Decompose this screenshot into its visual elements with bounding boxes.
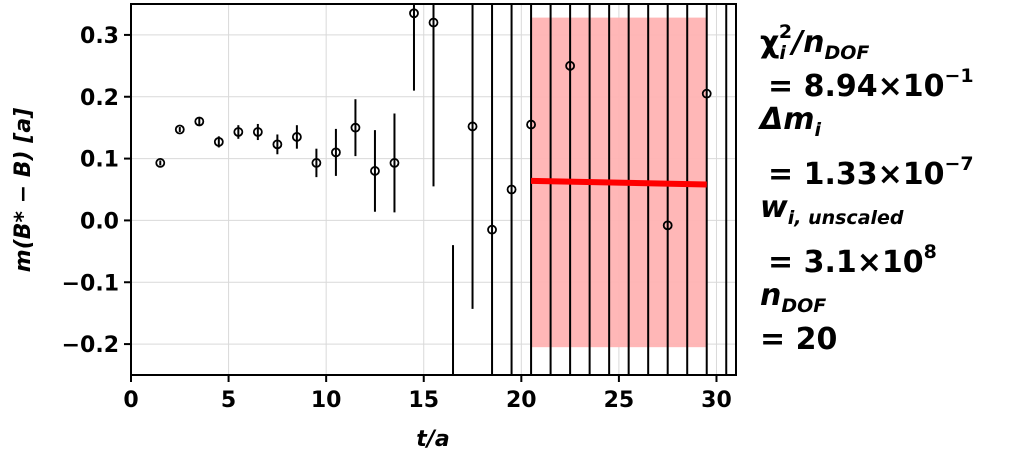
x-tick-label: 30	[701, 388, 732, 413]
data-point	[565, 60, 576, 71]
data-points	[155, 8, 712, 235]
data-point	[701, 88, 712, 99]
delta-m-label: Δmi	[760, 102, 821, 141]
data-point	[155, 158, 166, 168]
y-tick-label: −0.1	[62, 271, 119, 296]
delta-m-value: = 1.33×10−7	[768, 153, 974, 192]
fit-statistics-panel: χi2/nDOF = 8.94×10−1 Δmi = 1.33×10−7 wi,…	[760, 10, 1010, 362]
chi2-value: = 8.94×10−1	[768, 65, 974, 104]
data-point	[662, 220, 673, 231]
data-point	[252, 127, 263, 137]
data-point	[487, 224, 497, 235]
chart: 0 5 10 15 20 25 30 0.3 0.2 0.1 0.0 −0.1 −0.2 t/a m(B…	[11, 3, 737, 452]
weight-label: wi, unscaled	[760, 190, 904, 229]
plot-frame	[130, 3, 737, 376]
y-tick-label: −0.2	[62, 333, 119, 358]
ndof-label: nDOF	[760, 278, 827, 317]
data-point	[428, 17, 439, 28]
data-point	[174, 124, 185, 135]
data-point	[213, 136, 224, 147]
y-tick-label: 0.0	[80, 209, 119, 234]
data-point	[467, 121, 478, 132]
y-axis-label: m(B* − B) [a]	[11, 108, 36, 272]
data-point	[272, 139, 283, 150]
data-point	[233, 127, 244, 137]
fit-line	[531, 177, 707, 188]
axis-ticks: 0 5 10 15 20 25 30 0.3 0.2 0.1 0.0 −0.1 −0.2	[62, 24, 732, 413]
data-point	[409, 8, 419, 19]
ndof-value: = 20	[760, 322, 838, 357]
data-point	[370, 166, 380, 176]
y-tick-label: 0.2	[80, 86, 119, 111]
data-point	[506, 184, 517, 195]
data-point	[331, 147, 341, 158]
error-bars	[159, 4, 728, 375]
chi2-label: χi2/nDOF	[760, 21, 870, 64]
x-tick-label: 20	[506, 388, 537, 413]
x-tick-label: 0	[123, 388, 138, 413]
x-tick-label: 25	[604, 388, 635, 413]
data-point	[194, 116, 205, 127]
y-tick-label: 0.1	[80, 148, 119, 173]
x-tick-label: 5	[221, 388, 236, 413]
data-point	[350, 122, 361, 133]
data-point	[311, 158, 322, 168]
x-tick-label: 10	[311, 388, 342, 413]
data-point	[389, 158, 400, 168]
x-axis-label: t/a	[416, 427, 449, 452]
x-tick-label: 15	[408, 388, 439, 413]
fit-line-layer	[531, 177, 707, 188]
weight-value: = 3.1×108	[768, 241, 937, 280]
data-point	[291, 132, 302, 142]
y-tick-label: 0.3	[80, 24, 119, 49]
data-point	[526, 119, 536, 130]
